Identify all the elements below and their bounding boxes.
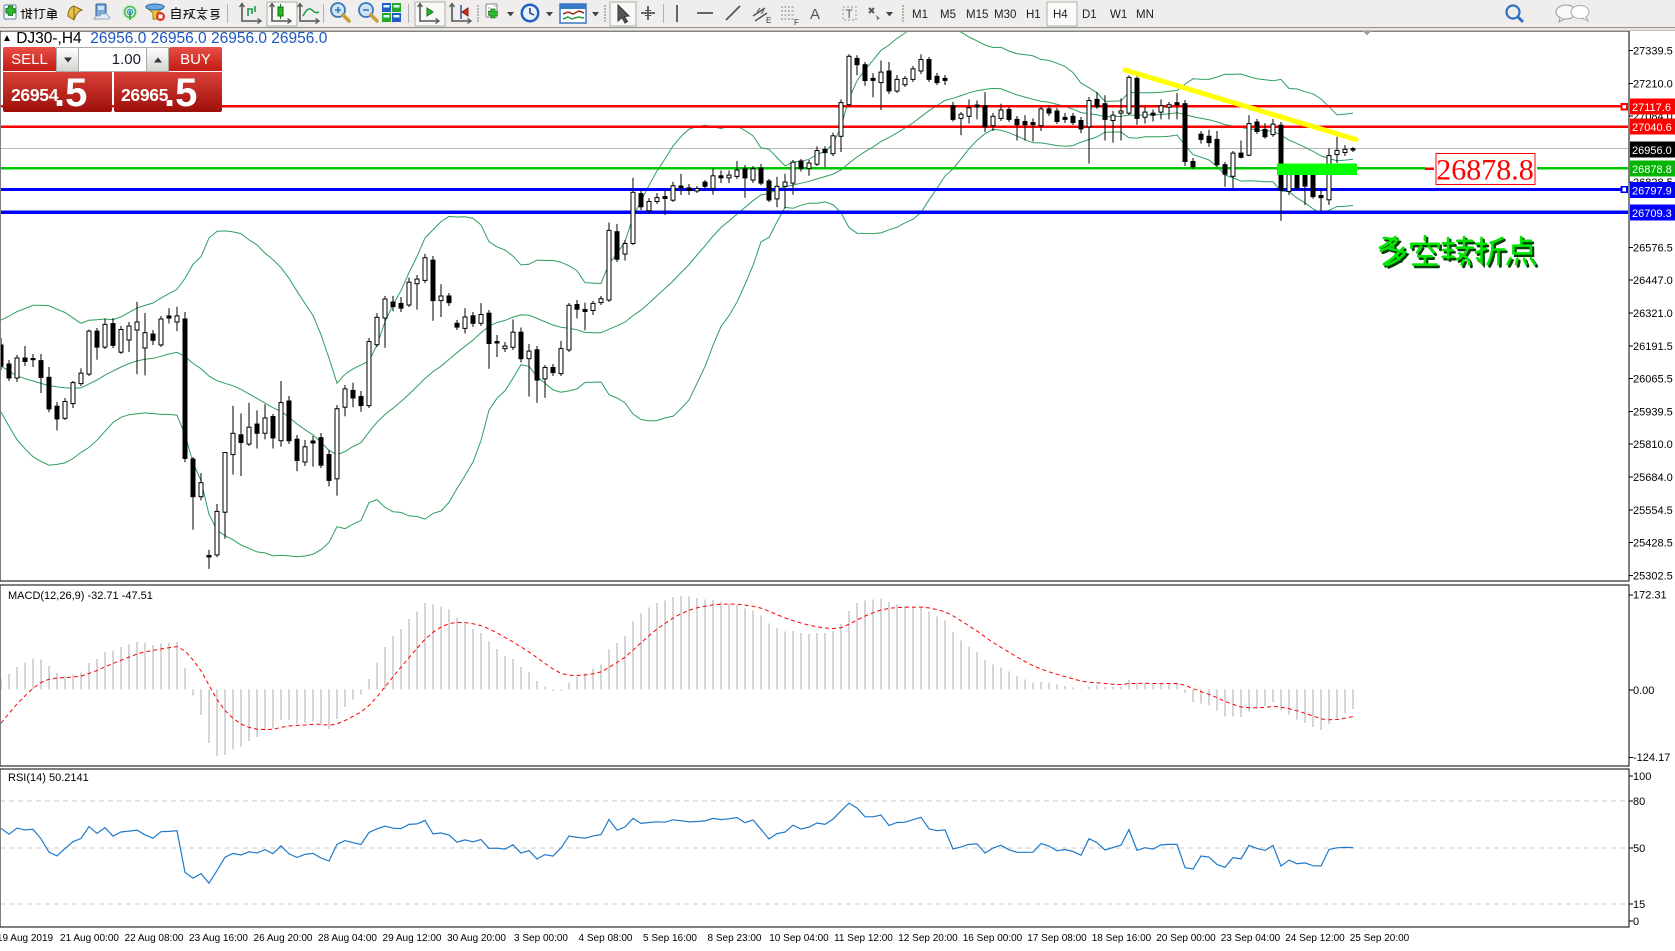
svg-text:H4: H4 xyxy=(1053,9,1068,21)
svg-text:0.00: 0.00 xyxy=(1633,685,1654,697)
svg-text:23 Sep 04:00: 23 Sep 04:00 xyxy=(1221,933,1281,944)
svg-text:MN: MN xyxy=(1136,9,1154,21)
svg-text:M15: M15 xyxy=(966,9,988,21)
svg-text:12 Sep 20:00: 12 Sep 20:00 xyxy=(898,933,958,944)
svg-text:26 Aug 20:00: 26 Aug 20:00 xyxy=(254,933,313,944)
svg-text:17 Sep 08:00: 17 Sep 08:00 xyxy=(1027,933,1087,944)
svg-text:26065.5: 26065.5 xyxy=(1633,374,1673,386)
svg-text:25 Sep 20:00: 25 Sep 20:00 xyxy=(1350,933,1410,944)
svg-text:26878.8: 26878.8 xyxy=(1632,164,1672,176)
svg-text:A: A xyxy=(810,6,820,23)
svg-text:-124.17: -124.17 xyxy=(1633,752,1670,764)
svg-text:MACD(12,26,9) -32.71 -47.51: MACD(12,26,9) -32.71 -47.51 xyxy=(8,590,153,602)
svg-text:H1: H1 xyxy=(1026,9,1041,21)
svg-text:23 Aug 16:00: 23 Aug 16:00 xyxy=(189,933,248,944)
svg-text:26709.3: 26709.3 xyxy=(1632,208,1672,220)
svg-text:15: 15 xyxy=(1633,899,1645,911)
svg-text:26878.8: 26878.8 xyxy=(1436,154,1534,187)
svg-text:172.31: 172.31 xyxy=(1633,590,1667,602)
svg-text:22 Aug 08:00: 22 Aug 08:00 xyxy=(125,933,184,944)
svg-text:27339.5: 27339.5 xyxy=(1633,46,1673,58)
svg-text:5 Sep 16:00: 5 Sep 16:00 xyxy=(643,933,697,944)
svg-text:W1: W1 xyxy=(1110,9,1127,21)
svg-text:25939.5: 25939.5 xyxy=(1633,406,1673,418)
svg-text:26956.0: 26956.0 xyxy=(1632,145,1672,157)
svg-text:4 Sep 08:00: 4 Sep 08:00 xyxy=(579,933,633,944)
svg-text:F: F xyxy=(794,18,799,27)
svg-text:0: 0 xyxy=(1633,916,1639,928)
svg-text:E: E xyxy=(766,16,771,25)
svg-text:25810.0: 25810.0 xyxy=(1633,439,1673,451)
svg-text:27040.6: 27040.6 xyxy=(1632,122,1672,134)
svg-text:24 Sep 12:00: 24 Sep 12:00 xyxy=(1285,933,1345,944)
svg-text:M30: M30 xyxy=(994,9,1016,21)
svg-text:21 Aug 00:00: 21 Aug 00:00 xyxy=(60,933,119,944)
svg-text:80: 80 xyxy=(1633,796,1645,808)
svg-text:29 Aug 12:00: 29 Aug 12:00 xyxy=(383,933,442,944)
svg-text:M1: M1 xyxy=(912,9,928,21)
svg-text:11 Sep 12:00: 11 Sep 12:00 xyxy=(834,933,893,944)
svg-text:3 Sep 00:00: 3 Sep 00:00 xyxy=(514,933,568,944)
svg-text:26447.0: 26447.0 xyxy=(1633,275,1673,287)
svg-text:25302.5: 25302.5 xyxy=(1633,570,1673,582)
svg-text:M5: M5 xyxy=(940,9,956,21)
svg-text:28 Aug 04:00: 28 Aug 04:00 xyxy=(318,933,377,944)
svg-text:T: T xyxy=(846,7,854,21)
svg-text:25684.0: 25684.0 xyxy=(1633,472,1673,484)
svg-text:25428.5: 25428.5 xyxy=(1633,538,1673,550)
svg-text:26576.5: 26576.5 xyxy=(1633,242,1673,254)
svg-text:16 Sep 00:00: 16 Sep 00:00 xyxy=(963,933,1023,944)
svg-text:30 Aug 20:00: 30 Aug 20:00 xyxy=(447,933,506,944)
svg-text:100: 100 xyxy=(1633,771,1651,783)
svg-text:50: 50 xyxy=(1633,843,1645,855)
svg-text:D1: D1 xyxy=(1082,9,1097,21)
svg-text:18 Sep 16:00: 18 Sep 16:00 xyxy=(1092,933,1152,944)
svg-text:26321.0: 26321.0 xyxy=(1633,308,1673,320)
svg-text:RSI(14) 50.2141: RSI(14) 50.2141 xyxy=(8,772,89,784)
svg-text:10 Sep 04:00: 10 Sep 04:00 xyxy=(769,933,829,944)
svg-text:19 Aug 2019: 19 Aug 2019 xyxy=(0,933,54,944)
svg-text:26191.5: 26191.5 xyxy=(1633,341,1673,353)
svg-text:8 Sep 23:00: 8 Sep 23:00 xyxy=(708,933,762,944)
svg-text:25554.5: 25554.5 xyxy=(1633,505,1673,517)
svg-text:20 Sep 00:00: 20 Sep 00:00 xyxy=(1156,933,1216,944)
svg-text:27117.6: 27117.6 xyxy=(1632,102,1671,114)
svg-text:26797.9: 26797.9 xyxy=(1632,186,1672,198)
svg-text:27210.0: 27210.0 xyxy=(1633,78,1673,90)
